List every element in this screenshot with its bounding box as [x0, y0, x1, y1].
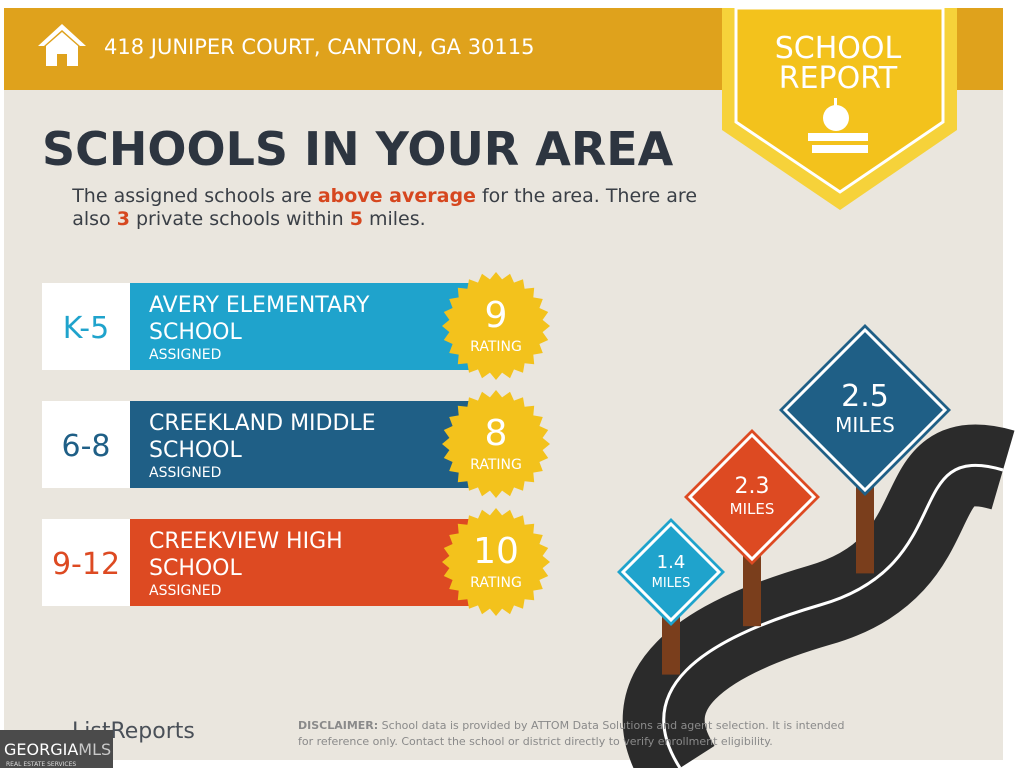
- rating: 9: [485, 295, 508, 336]
- highlight: 5: [350, 208, 363, 230]
- distance: 1.4: [657, 552, 686, 573]
- text: miles.: [363, 208, 426, 230]
- apple-books-icon: [808, 98, 868, 153]
- watermark-box: [0, 730, 113, 768]
- rating: 8: [485, 413, 508, 454]
- rating-label: RATING: [470, 575, 522, 591]
- school-name: SCHOOL: [149, 556, 243, 581]
- subtitle: also 3 private schools within 5 miles.: [42, 208, 444, 230]
- text: MLS: [78, 740, 111, 759]
- school-name: CREEKVIEW HIGH: [149, 529, 343, 554]
- grade: K-5: [63, 311, 109, 346]
- house-icon: [38, 24, 86, 66]
- sign-border: [782, 327, 948, 493]
- disclaimer-label: DISCLAIMER:: [298, 719, 378, 732]
- grade: 9-12: [52, 547, 120, 582]
- sign-post: [662, 615, 680, 675]
- sign: [779, 324, 951, 496]
- distance-unit: MILES: [835, 413, 895, 437]
- rating-badge: [442, 272, 550, 380]
- school-name: SCHOOL: [149, 438, 243, 463]
- subtitle: The assigned schools are above average f…: [42, 185, 715, 207]
- disclaimer: DISCLAIMER: School data is provided by A…: [298, 719, 844, 732]
- distance: 2.5: [841, 379, 889, 414]
- school-band: [130, 401, 475, 488]
- rating-label: RATING: [470, 339, 522, 355]
- badge-line: SCHOOL: [775, 31, 902, 66]
- address: 418 JUNIPER COURT, CANTON, GA 30115: [104, 35, 535, 59]
- school-status: ASSIGNED: [149, 583, 221, 599]
- sign-border: [620, 521, 722, 623]
- rating-badge: [442, 508, 550, 616]
- rating-badge: [442, 390, 550, 498]
- badge-line: REPORT: [779, 61, 898, 96]
- watermark: GEORGIAMLS: [4, 740, 111, 759]
- distance: 2.3: [735, 474, 770, 499]
- watermark-tagline: REAL ESTATE SERVICES: [6, 761, 76, 768]
- grade: 6-8: [62, 429, 111, 464]
- school-status: ASSIGNED: [149, 347, 221, 363]
- school-name: SCHOOL: [149, 320, 243, 345]
- text: also: [72, 208, 117, 230]
- rating: 10: [473, 531, 519, 572]
- text: private schools within: [130, 208, 350, 230]
- road: [622, 424, 1015, 768]
- school-band: [130, 519, 475, 606]
- text: School data is provided by ATTOM Data So…: [378, 719, 844, 732]
- rating-label: RATING: [470, 457, 522, 473]
- grade-box: [42, 283, 130, 370]
- grade-box: [42, 401, 130, 488]
- highlight: above average: [318, 185, 476, 207]
- school-name: AVERY ELEMENTARY: [149, 293, 370, 318]
- grade-box: [42, 519, 130, 606]
- disclaimer: for reference only. Contact the school o…: [298, 735, 773, 748]
- text: GEORGIA: [4, 740, 78, 759]
- sign: [617, 518, 725, 626]
- school-name: CREEKLAND MIDDLE: [149, 411, 376, 436]
- school-status: ASSIGNED: [149, 465, 221, 481]
- distance-unit: MILES: [652, 576, 691, 591]
- school-band: [130, 283, 475, 370]
- text: for the area. There are: [476, 185, 697, 207]
- sign-post: [743, 551, 761, 627]
- sign: [684, 429, 820, 565]
- badge-inner: [734, 6, 945, 194]
- text: The assigned schools are: [71, 185, 318, 207]
- sign-border: [687, 432, 817, 562]
- title: SCHOOLS IN YOUR AREA: [42, 122, 674, 176]
- highlight: 3: [117, 208, 130, 230]
- sign-post: [856, 478, 874, 574]
- distance-unit: MILES: [730, 500, 775, 518]
